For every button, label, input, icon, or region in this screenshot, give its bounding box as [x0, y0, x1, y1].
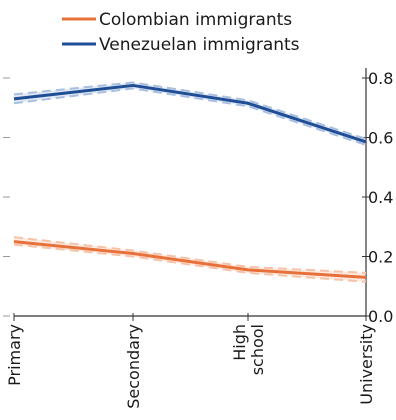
ci-upper-colombian	[13, 236, 367, 274]
y-tick-label: 0.6	[368, 129, 393, 148]
axes	[3, 68, 370, 321]
x-tick-label-line: Secondary	[124, 324, 143, 409]
x-tick-label: Primary	[5, 324, 24, 386]
series-line-venezuelan	[13, 83, 367, 144]
confidence-bands	[13, 81, 367, 283]
x-tick-label-line: Primary	[5, 324, 24, 386]
ci-lower-colombian	[13, 243, 367, 283]
tick-labels: 0.0 0.2 0.4 0.6 0.8 Primary Secondary High schoo…	[5, 69, 393, 409]
y-tick-label: 0.0	[368, 307, 393, 326]
x-tick-label: Secondary	[124, 324, 143, 409]
y-tick-label: 0.8	[368, 69, 393, 88]
series-line-colombian	[13, 240, 367, 279]
x-tick-label-line: High	[230, 324, 249, 361]
legend: Colombian immigrants Venezuelan immigran…	[62, 10, 300, 55]
series-lines	[13, 83, 367, 279]
x-tick-label-line: school	[248, 324, 267, 375]
legend-entry-colombian: Colombian immigrants	[62, 10, 292, 30]
x-tick-label: High school	[230, 324, 267, 375]
legend-label-venezuelan: Venezuelan immigrants	[99, 35, 300, 55]
legend-entry-venezuelan: Venezuelan immigrants	[62, 35, 300, 55]
x-tick-label-line: University	[357, 324, 376, 405]
legend-label-colombian: Colombian immigrants	[99, 10, 292, 30]
y-tick-label: 0.2	[368, 248, 393, 267]
ci-upper-venezuelan	[13, 81, 367, 140]
ci-lower-venezuelan	[13, 87, 367, 146]
y-tick-label: 0.4	[368, 188, 393, 207]
x-tick-label: University	[357, 324, 376, 405]
